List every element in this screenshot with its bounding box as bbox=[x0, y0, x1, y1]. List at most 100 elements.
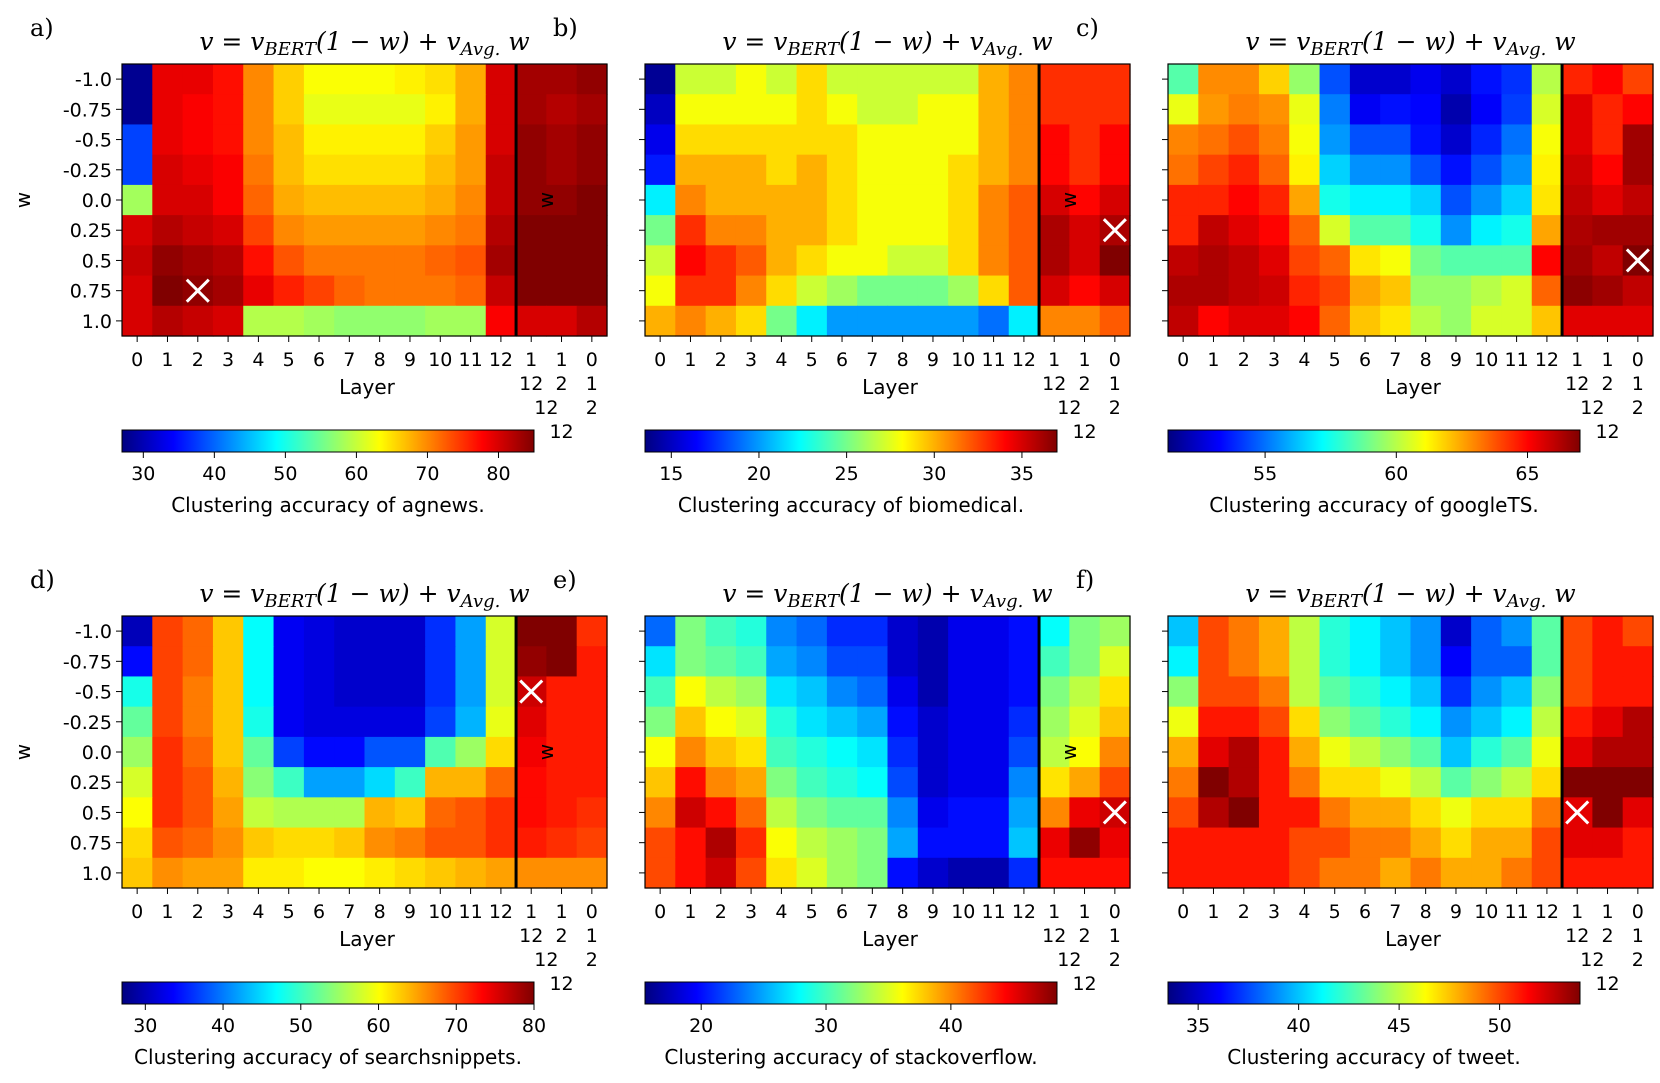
heatmap-cells bbox=[122, 616, 608, 889]
heatmap-cell bbox=[1471, 305, 1503, 337]
heatmap-cell bbox=[576, 797, 608, 829]
x-tick-label: 4 bbox=[775, 901, 787, 923]
heatmap-cell bbox=[1168, 305, 1199, 337]
heatmap-cell bbox=[1501, 245, 1533, 277]
heatmap-cell bbox=[546, 736, 578, 768]
heatmap-cell bbox=[857, 275, 889, 307]
heatmap-cell bbox=[857, 827, 889, 859]
heatmap-cell bbox=[1592, 305, 1624, 337]
heatmap-cell bbox=[212, 245, 244, 277]
heatmap-cell bbox=[675, 275, 707, 307]
heatmap-cell bbox=[243, 857, 275, 889]
heatmap-cell bbox=[1069, 154, 1101, 186]
heatmap-cell bbox=[1349, 616, 1381, 647]
heatmap-cell bbox=[1410, 797, 1442, 829]
heatmap-cell bbox=[243, 245, 275, 277]
heatmap-cell bbox=[243, 827, 275, 859]
y-axis-label: w bbox=[1057, 744, 1081, 760]
heatmap-cell bbox=[1069, 797, 1101, 829]
heatmap-cell bbox=[334, 706, 366, 738]
heatmap-cell bbox=[705, 215, 737, 246]
x-tick-label: 11 bbox=[1505, 349, 1529, 371]
heatmap-cell bbox=[1349, 676, 1381, 708]
heatmap-cell bbox=[826, 767, 858, 798]
heatmap-cell bbox=[1198, 676, 1230, 708]
heatmap-cell bbox=[243, 124, 275, 156]
x-tick-label: 1 bbox=[161, 349, 173, 371]
heatmap-cell bbox=[485, 124, 517, 156]
heatmap-cell bbox=[645, 646, 676, 678]
heatmap-cell bbox=[917, 305, 949, 337]
heatmap-cell bbox=[1592, 797, 1624, 829]
heatmap-cell bbox=[303, 305, 335, 337]
heatmap-cell bbox=[675, 305, 707, 337]
heatmap-cell bbox=[1168, 827, 1199, 859]
heatmap-cell bbox=[364, 857, 396, 889]
heatmap-cell bbox=[1562, 94, 1593, 126]
x-tick-label-combo: 0 bbox=[586, 349, 598, 371]
heatmap-cell bbox=[1349, 94, 1381, 126]
heatmap-cell bbox=[675, 857, 707, 889]
x-tick-label-combo: 12 bbox=[519, 373, 543, 395]
heatmap-cell bbox=[705, 646, 737, 678]
heatmap-cell bbox=[1319, 215, 1351, 246]
x-tick-label: 2 bbox=[715, 349, 727, 371]
heatmap-cell bbox=[394, 124, 426, 156]
heatmap-cell bbox=[645, 184, 676, 216]
heatmap-cell bbox=[917, 184, 949, 216]
heatmap-cell bbox=[425, 676, 457, 708]
heatmap-cell bbox=[364, 305, 396, 337]
heatmap-cell bbox=[1168, 184, 1199, 216]
heatmap-cell bbox=[485, 154, 517, 186]
heatmap-cell bbox=[425, 827, 457, 859]
heatmap-cell bbox=[675, 215, 707, 246]
heatmap-cell bbox=[1471, 124, 1503, 156]
heatmap-cell bbox=[917, 706, 949, 738]
heatmap-cell bbox=[1258, 245, 1290, 277]
x-tick-label: 5 bbox=[806, 349, 818, 371]
heatmap-cell bbox=[1531, 124, 1563, 156]
x-tick-label: 10 bbox=[951, 901, 975, 923]
y-axis-label: w bbox=[534, 744, 558, 760]
heatmap-cell bbox=[425, 736, 457, 768]
heatmap-cell bbox=[826, 305, 858, 337]
x-tick-label: 11 bbox=[459, 901, 483, 923]
x-tick-label-combo: 1 bbox=[586, 925, 598, 947]
heatmap-cell bbox=[455, 797, 487, 829]
heatmap-cell bbox=[705, 736, 737, 768]
heatmap-cell bbox=[1622, 154, 1654, 186]
heatmap-cell bbox=[1471, 245, 1503, 277]
heatmap-cell bbox=[735, 646, 767, 678]
heatmap-cell bbox=[1501, 736, 1533, 768]
heatmap-cell bbox=[303, 767, 335, 798]
heatmap-cell bbox=[1501, 94, 1533, 126]
x-tick-label: 3 bbox=[222, 901, 234, 923]
heatmap-cell bbox=[887, 245, 919, 277]
heatmap-cell bbox=[1501, 616, 1533, 647]
heatmap-cell bbox=[826, 275, 858, 307]
colorbar-tick-label: 35 bbox=[1186, 1015, 1210, 1037]
heatmap-cell bbox=[182, 797, 214, 829]
heatmap-cell bbox=[1622, 94, 1654, 126]
heatmap-cell bbox=[1319, 154, 1351, 186]
heatmap-cell bbox=[273, 646, 305, 678]
heatmap-cell bbox=[887, 275, 919, 307]
heatmap-cell bbox=[735, 827, 767, 859]
heatmap-cell bbox=[1531, 646, 1563, 678]
panel-f: f) v = vBERT(1 − w) + vAvg. ww0 1 2 3 4 5 6 7 8 9 1… bbox=[1057, 566, 1654, 1069]
x-tick-label-combo: 0 bbox=[586, 901, 598, 923]
heatmap-cell bbox=[1258, 305, 1290, 337]
heatmap-cell bbox=[546, 94, 578, 126]
heatmap-cell bbox=[705, 184, 737, 216]
y-tick-label: 0.5 bbox=[82, 250, 112, 272]
heatmap-cell bbox=[334, 646, 366, 678]
heatmap-cell bbox=[1289, 646, 1321, 678]
x-tick-label-combo: 1 bbox=[1571, 349, 1583, 371]
heatmap-cell bbox=[796, 64, 828, 95]
heatmap-cell bbox=[645, 64, 676, 95]
heatmap-cell bbox=[1592, 154, 1624, 186]
heatmap-cell bbox=[273, 676, 305, 708]
x-tick-label: 3 bbox=[745, 901, 757, 923]
heatmap-cell bbox=[546, 64, 578, 95]
heatmap-cell bbox=[212, 827, 244, 859]
